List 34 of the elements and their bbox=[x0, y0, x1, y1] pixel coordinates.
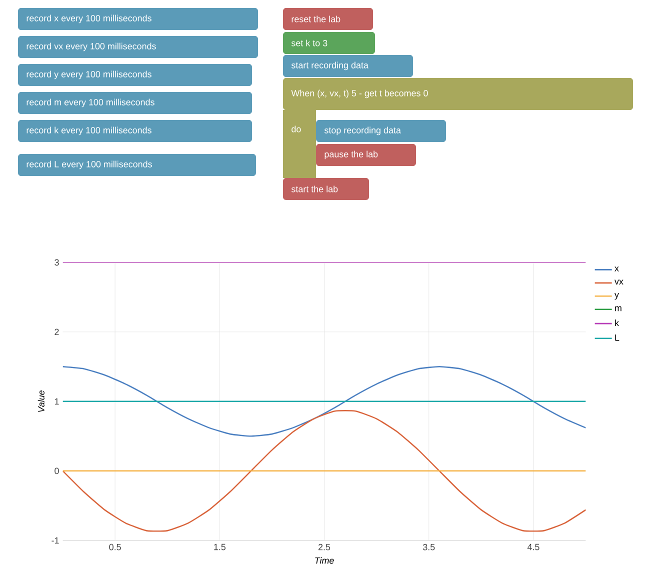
text: record k every 100 milliseconds bbox=[26, 126, 152, 136]
y-tick-label: 0 bbox=[54, 468, 59, 474]
text: record y every 100 milliseconds bbox=[26, 70, 152, 80]
legend-label: k bbox=[615, 320, 619, 326]
y-tick-label: 2 bbox=[54, 328, 59, 336]
y-tick-label: 1 bbox=[54, 398, 59, 404]
text: reset the lab bbox=[292, 16, 340, 22]
legend-label: vx bbox=[614, 280, 624, 285]
line-series bbox=[62, 366, 586, 437]
text: stop recording data bbox=[324, 126, 401, 136]
text: start the lab bbox=[291, 186, 338, 192]
legend-label: y bbox=[614, 293, 619, 300]
line-series bbox=[62, 410, 586, 532]
x-axis-title: Time bbox=[315, 557, 334, 564]
y-tick-label: 3 bbox=[54, 259, 59, 266]
y-axis-title: Value bbox=[38, 390, 44, 412]
text: set k to 3 bbox=[291, 40, 328, 46]
x-tick-label: 4.5 bbox=[527, 544, 540, 550]
x-tick-label: 1.5 bbox=[214, 544, 226, 550]
text: record x every 100 milliseconds bbox=[26, 14, 152, 24]
legend-label: L bbox=[615, 334, 620, 341]
x-tick-label: 2.5 bbox=[318, 544, 330, 550]
text: record L every 100 milliseconds bbox=[26, 160, 152, 170]
legend-label: m bbox=[615, 306, 622, 312]
text: record m every 100 milliseconds bbox=[26, 98, 154, 108]
text: When (x, vx, t) 5 - get t becomes 0 bbox=[291, 90, 428, 98]
legend-label: x bbox=[614, 266, 619, 272]
x-tick-label: 3.5 bbox=[422, 544, 435, 550]
y-tick-label: -1 bbox=[52, 537, 59, 544]
text: do bbox=[292, 126, 301, 132]
x-tick-label: 0.5 bbox=[109, 544, 121, 550]
text: record vx every 100 milliseconds bbox=[26, 42, 156, 52]
text: pause the lab bbox=[324, 150, 378, 160]
text: start recording data bbox=[291, 62, 368, 70]
